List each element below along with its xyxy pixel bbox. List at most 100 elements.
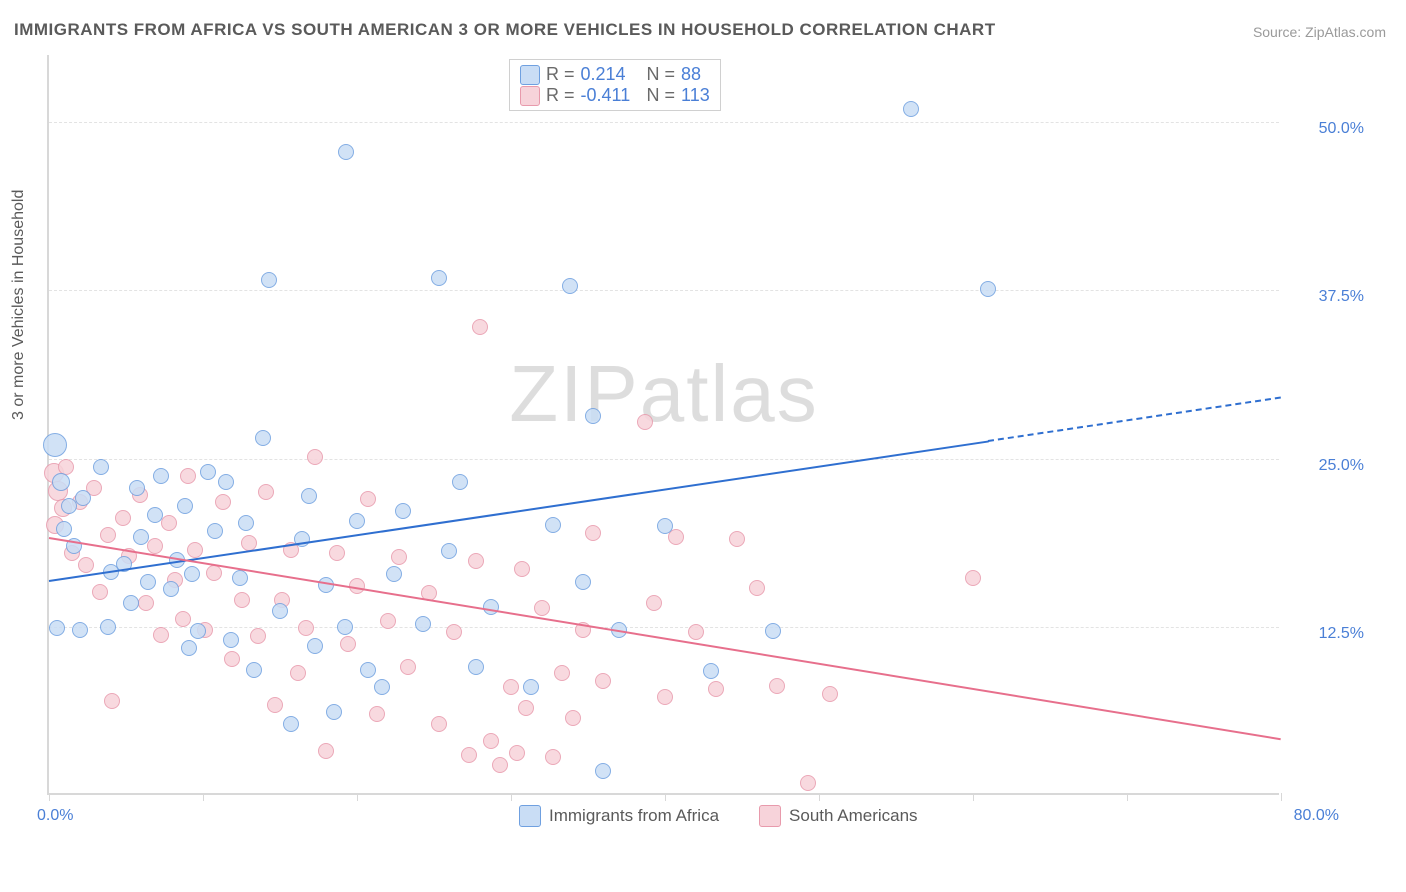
- data-point: [223, 632, 239, 648]
- data-point: [100, 527, 116, 543]
- data-point: [729, 531, 745, 547]
- data-point: [903, 101, 919, 117]
- data-point: [472, 319, 488, 335]
- data-point: [595, 673, 611, 689]
- data-point: [147, 507, 163, 523]
- x-tick-mark: [511, 793, 512, 801]
- data-point: [255, 430, 271, 446]
- legend-swatch-b: [759, 805, 781, 827]
- swatch-series-b: [520, 86, 540, 106]
- data-point: [452, 474, 468, 490]
- data-point: [232, 570, 248, 586]
- data-point: [147, 538, 163, 554]
- data-point: [267, 697, 283, 713]
- stats-row-a: R = 0.214 N = 88: [520, 64, 710, 85]
- data-point: [56, 521, 72, 537]
- data-point: [290, 665, 306, 681]
- stats-r-a: 0.214: [581, 64, 641, 85]
- data-point: [708, 681, 724, 697]
- y-tick-label: 37.5%: [1319, 288, 1364, 306]
- stats-r-label: R =: [546, 85, 575, 106]
- data-point: [518, 700, 534, 716]
- data-point: [514, 561, 530, 577]
- stats-n-label: N =: [647, 85, 676, 106]
- data-point: [123, 595, 139, 611]
- x-tick-mark: [973, 793, 974, 801]
- data-point: [688, 624, 704, 640]
- data-point: [749, 580, 765, 596]
- watermark-bold: ZIP: [509, 349, 639, 438]
- gridline: [49, 290, 1279, 291]
- stats-n-a: 88: [681, 64, 701, 85]
- regression-line-extrapolated: [988, 397, 1281, 442]
- data-point: [637, 414, 653, 430]
- data-point: [78, 557, 94, 573]
- data-point: [441, 543, 457, 559]
- data-point: [380, 613, 396, 629]
- data-point: [104, 693, 120, 709]
- data-point: [369, 706, 385, 722]
- data-point: [400, 659, 416, 675]
- data-point: [657, 689, 673, 705]
- x-tick-mark: [665, 793, 666, 801]
- data-point: [545, 517, 561, 533]
- data-point: [133, 529, 149, 545]
- data-point: [338, 144, 354, 160]
- data-point: [468, 553, 484, 569]
- data-point: [318, 743, 334, 759]
- plot-area: ZIPatlas R = 0.214 N = 88 R = -0.411 N =…: [47, 55, 1279, 795]
- data-point: [575, 574, 591, 590]
- stats-r-label: R =: [546, 64, 575, 85]
- data-point: [415, 616, 431, 632]
- data-point: [360, 662, 376, 678]
- data-point: [72, 622, 88, 638]
- data-point: [965, 570, 981, 586]
- data-point: [184, 566, 200, 582]
- data-point: [646, 595, 662, 611]
- data-point: [523, 679, 539, 695]
- data-point: [349, 513, 365, 529]
- y-axis-label: 3 or more Vehicles in Household: [10, 190, 28, 420]
- data-point: [190, 623, 206, 639]
- data-point: [386, 566, 402, 582]
- stats-n-label: N =: [647, 64, 676, 85]
- data-point: [298, 620, 314, 636]
- data-point: [765, 623, 781, 639]
- data-point: [272, 603, 288, 619]
- x-tick-mark: [1127, 793, 1128, 801]
- data-point: [181, 640, 197, 656]
- data-point: [175, 611, 191, 627]
- y-tick-label: 25.0%: [1319, 457, 1364, 475]
- data-point: [224, 651, 240, 667]
- data-point: [261, 272, 277, 288]
- swatch-series-a: [520, 65, 540, 85]
- data-point: [585, 408, 601, 424]
- data-point: [431, 716, 447, 732]
- data-point: [503, 679, 519, 695]
- data-point: [49, 620, 65, 636]
- x-tick-mark: [49, 793, 50, 801]
- gridline: [49, 459, 1279, 460]
- data-point: [446, 624, 462, 640]
- data-point: [492, 757, 508, 773]
- data-point: [509, 745, 525, 761]
- data-point: [187, 542, 203, 558]
- data-point: [75, 490, 91, 506]
- data-point: [93, 459, 109, 475]
- data-point: [153, 627, 169, 643]
- data-point: [115, 510, 131, 526]
- data-point: [980, 281, 996, 297]
- stats-box: R = 0.214 N = 88 R = -0.411 N = 113: [509, 59, 721, 111]
- chart-container: IMMIGRANTS FROM AFRICA VS SOUTH AMERICAN…: [0, 0, 1406, 892]
- data-point: [138, 595, 154, 611]
- gridline: [49, 122, 1279, 123]
- x-tick-last: 80.0%: [1294, 807, 1339, 825]
- data-point: [391, 549, 407, 565]
- legend-swatch-a: [519, 805, 541, 827]
- legend-label-a: Immigrants from Africa: [549, 806, 719, 826]
- data-point: [52, 473, 70, 491]
- data-point: [100, 619, 116, 635]
- data-point: [163, 581, 179, 597]
- data-point: [153, 468, 169, 484]
- data-point: [238, 515, 254, 531]
